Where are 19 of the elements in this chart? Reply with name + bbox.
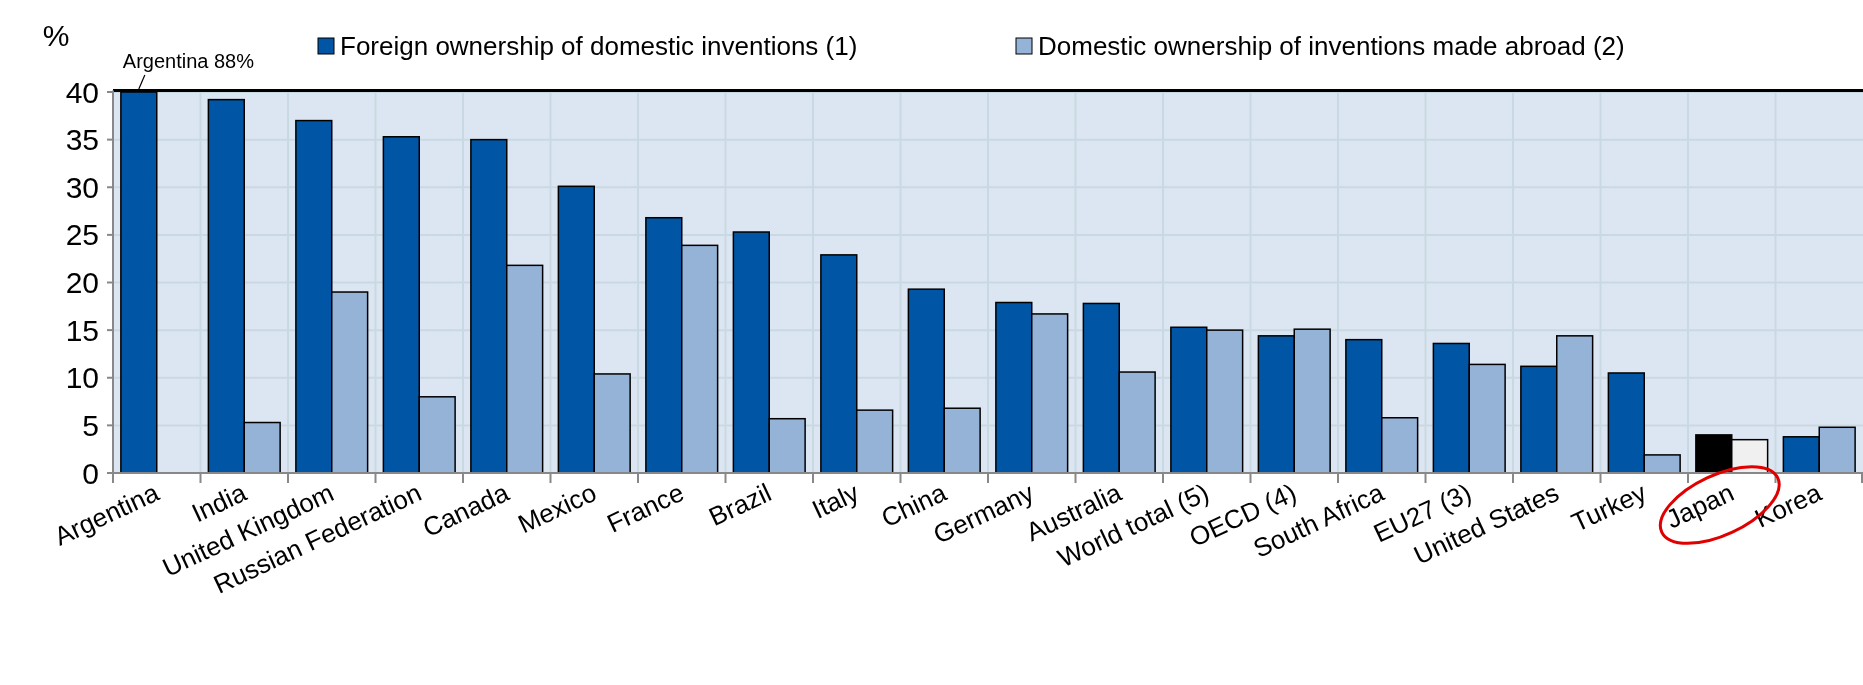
y-tick-label: 0 bbox=[82, 456, 99, 490]
x-tick-label: Brazil bbox=[704, 477, 776, 532]
x-tick-label: Italy bbox=[807, 477, 864, 525]
y-tick-label: 40 bbox=[65, 75, 99, 109]
y-axis-title: % bbox=[42, 19, 70, 52]
x-tick-label: Turkey bbox=[1566, 477, 1651, 538]
x-tick-label: Japan bbox=[1661, 477, 1739, 535]
legend-label: Domestic ownership of inventions made abroad (2) bbox=[1038, 31, 1625, 62]
y-tick-label: 10 bbox=[65, 361, 99, 395]
y-tick-label: 35 bbox=[65, 123, 99, 157]
y-tick-label: 5 bbox=[82, 408, 99, 442]
y-tick-label: 25 bbox=[65, 218, 99, 252]
x-tick-label: Korea bbox=[1750, 477, 1827, 534]
x-tick-label: France bbox=[602, 477, 689, 539]
y-tick-label: 30 bbox=[65, 170, 99, 204]
legend-label: Foreign ownership of domestic inventions (1) bbox=[340, 31, 858, 62]
annotation: Argentina 88% bbox=[122, 50, 255, 72]
y-tick-label: 20 bbox=[65, 266, 99, 299]
y-tick-label: 15 bbox=[65, 313, 99, 347]
